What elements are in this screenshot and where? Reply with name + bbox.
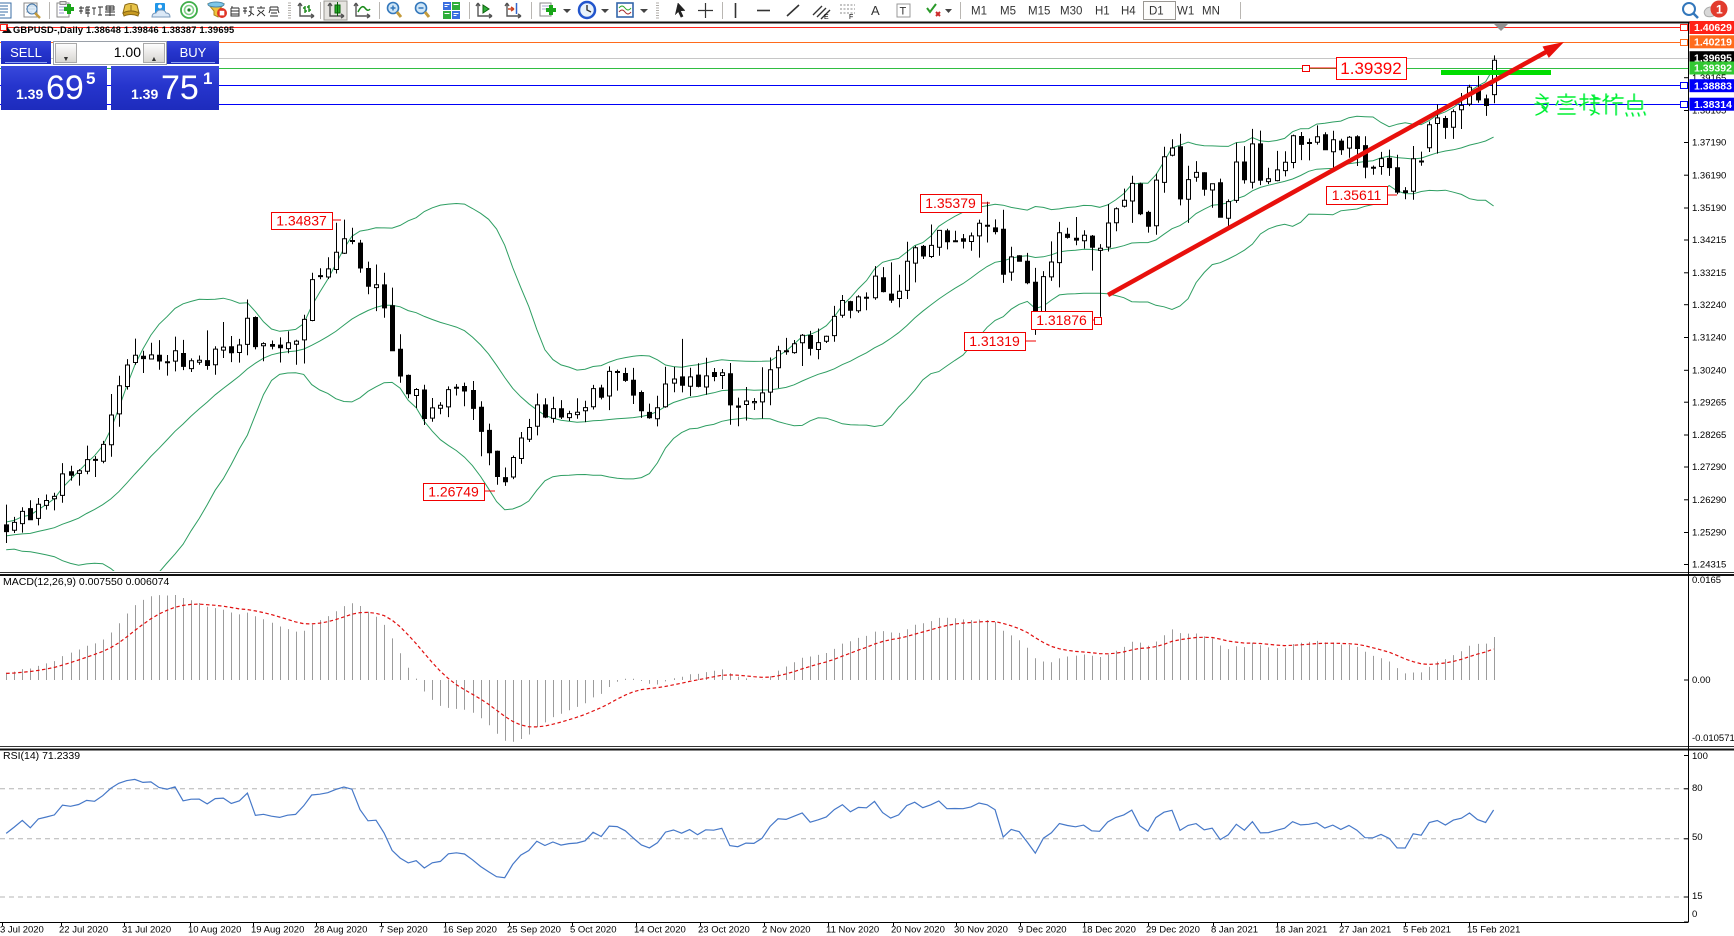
svg-text:W1: W1 xyxy=(1177,6,1194,18)
svg-text:1.33215: 1.33215 xyxy=(1692,268,1726,279)
svg-text:0.00: 0.00 xyxy=(1692,675,1711,686)
svg-text:1.26749: 1.26749 xyxy=(428,484,479,500)
svg-text:1.25290: 1.25290 xyxy=(1692,528,1726,539)
svg-text:1.24315: 1.24315 xyxy=(1692,560,1726,571)
svg-text:M1: M1 xyxy=(971,6,987,18)
svg-text:5 Oct 2020: 5 Oct 2020 xyxy=(570,925,616,936)
svg-text:1.39392: 1.39392 xyxy=(1694,63,1732,75)
svg-text:0.0165: 0.0165 xyxy=(1692,575,1721,586)
svg-text:MACD(12,26,9) 0.007550 0.00607: MACD(12,26,9) 0.007550 0.006074 xyxy=(3,576,170,588)
svg-text:1.34837: 1.34837 xyxy=(276,213,327,229)
svg-text:1.39392: 1.39392 xyxy=(1340,59,1401,78)
svg-text:15 Feb 2021: 15 Feb 2021 xyxy=(1467,925,1520,936)
svg-text:25 Sep 2020: 25 Sep 2020 xyxy=(507,925,561,936)
svg-text:50: 50 xyxy=(1692,832,1703,843)
svg-text:1.37190: 1.37190 xyxy=(1692,138,1726,149)
svg-text:1.36190: 1.36190 xyxy=(1692,170,1726,181)
svg-text:1.29265: 1.29265 xyxy=(1692,397,1726,408)
svg-text:1.27290: 1.27290 xyxy=(1692,462,1726,473)
svg-text:18 Dec 2020: 18 Dec 2020 xyxy=(1082,925,1136,936)
svg-text:1.38883: 1.38883 xyxy=(1694,80,1732,92)
svg-text:9 Dec 2020: 9 Dec 2020 xyxy=(1018,925,1067,936)
svg-text:RSI(14) 71.2339: RSI(14) 71.2339 xyxy=(3,750,80,762)
svg-text:A: A xyxy=(871,3,880,18)
svg-text:5 Feb 2021: 5 Feb 2021 xyxy=(1403,925,1451,936)
svg-text:14 Oct 2020: 14 Oct 2020 xyxy=(634,925,686,936)
svg-text:M30: M30 xyxy=(1060,6,1082,18)
svg-text:80: 80 xyxy=(1692,783,1703,794)
svg-text:11 Nov 2020: 11 Nov 2020 xyxy=(826,925,879,936)
svg-text:1.32240: 1.32240 xyxy=(1692,300,1726,311)
svg-text:1.35379: 1.35379 xyxy=(925,195,976,211)
svg-text:1.34215: 1.34215 xyxy=(1692,235,1726,246)
svg-text:2 Nov 2020: 2 Nov 2020 xyxy=(762,925,811,936)
svg-text:1.30240: 1.30240 xyxy=(1692,366,1726,377)
svg-text:23 Oct 2020: 23 Oct 2020 xyxy=(698,925,750,936)
svg-text:0: 0 xyxy=(1692,909,1697,920)
svg-text:29 Dec 2020: 29 Dec 2020 xyxy=(1146,925,1200,936)
svg-text:MN: MN xyxy=(1202,6,1220,18)
svg-text:10 Aug 2020: 10 Aug 2020 xyxy=(188,925,241,936)
svg-text:31 Jul 2020: 31 Jul 2020 xyxy=(122,925,171,936)
svg-text:GBPUSD-,Daily 1.38648 1.39846: GBPUSD-,Daily 1.38648 1.39846 1.38387 1.… xyxy=(13,25,234,35)
svg-text:20 Nov 2020: 20 Nov 2020 xyxy=(891,925,945,936)
svg-text:1.31319: 1.31319 xyxy=(969,333,1020,349)
svg-text:1: 1 xyxy=(1716,3,1723,17)
svg-text:18 Jan 2021: 18 Jan 2021 xyxy=(1275,925,1327,936)
svg-text:1.40629: 1.40629 xyxy=(1694,22,1732,34)
svg-text:1.35611: 1.35611 xyxy=(1332,187,1382,203)
svg-text:8 Jan 2021: 8 Jan 2021 xyxy=(1211,925,1258,936)
svg-text:-0.010571: -0.010571 xyxy=(1692,733,1734,744)
svg-text:27 Jan 2021: 27 Jan 2021 xyxy=(1339,925,1391,936)
svg-text:30 Nov 2020: 30 Nov 2020 xyxy=(954,925,1008,936)
svg-text:1.38165: 1.38165 xyxy=(1692,106,1726,117)
svg-text:1.31876: 1.31876 xyxy=(1036,312,1087,328)
svg-text:D1: D1 xyxy=(1149,6,1164,18)
svg-text:M5: M5 xyxy=(1000,6,1016,18)
svg-text:1.39165: 1.39165 xyxy=(1692,73,1726,84)
svg-text:F: F xyxy=(849,14,853,21)
svg-text:15: 15 xyxy=(1692,891,1703,902)
svg-text:H4: H4 xyxy=(1121,6,1136,18)
svg-text:16 Sep 2020: 16 Sep 2020 xyxy=(443,925,497,936)
svg-text:1.40219: 1.40219 xyxy=(1694,37,1732,49)
svg-text:1.31240: 1.31240 xyxy=(1692,333,1726,344)
svg-text:H1: H1 xyxy=(1095,6,1110,18)
svg-text:7 Sep 2020: 7 Sep 2020 xyxy=(379,925,428,936)
svg-text:100: 100 xyxy=(1692,751,1708,762)
svg-text:1.28265: 1.28265 xyxy=(1692,430,1726,441)
svg-text:T: T xyxy=(900,6,907,18)
svg-text:3 Jul 2020: 3 Jul 2020 xyxy=(0,925,44,936)
svg-text:22 Jul 2020: 22 Jul 2020 xyxy=(59,925,108,936)
svg-text:M15: M15 xyxy=(1028,6,1050,18)
svg-text:1.38314: 1.38314 xyxy=(1694,99,1732,111)
svg-text:E: E xyxy=(824,14,829,21)
svg-text:1.26290: 1.26290 xyxy=(1692,495,1726,506)
svg-text:28 Aug 2020: 28 Aug 2020 xyxy=(314,925,367,936)
svg-text:1.35190: 1.35190 xyxy=(1692,203,1726,214)
svg-text:1.39695: 1.39695 xyxy=(1694,52,1732,64)
svg-text:19 Aug 2020: 19 Aug 2020 xyxy=(251,925,304,936)
